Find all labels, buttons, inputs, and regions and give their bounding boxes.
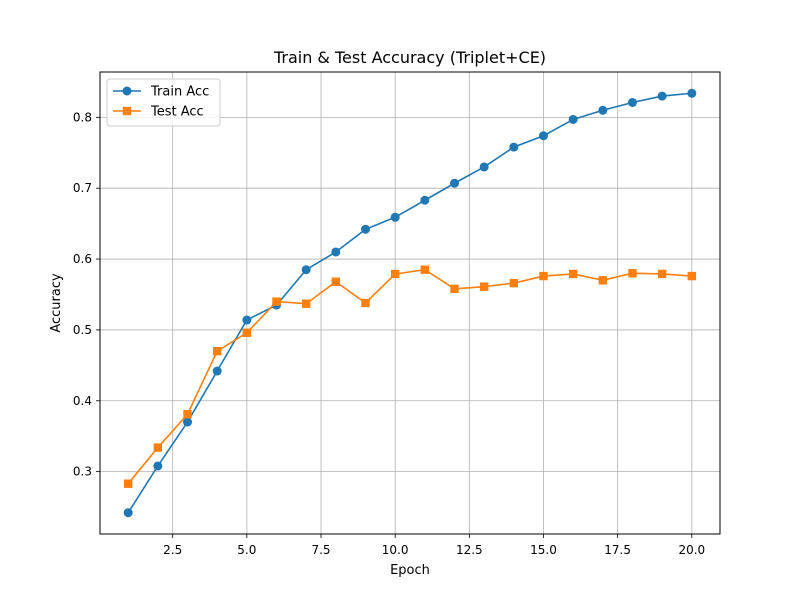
data-point-train-acc	[390, 212, 400, 222]
data-point-test-acc	[657, 269, 667, 279]
data-point-test-acc	[628, 269, 637, 278]
data-point-train-acc	[331, 247, 341, 257]
data-point-train-acc	[538, 131, 548, 141]
x-tick-label: 20.0	[678, 543, 705, 557]
data-point-train-acc	[301, 265, 311, 275]
x-axis-label: Epoch	[390, 563, 430, 578]
series-layer	[123, 88, 697, 518]
data-point-train-acc	[420, 195, 430, 205]
data-point-test-acc	[539, 271, 548, 281]
chart-title: Train & Test Accuracy (Triplet+CE)	[273, 48, 546, 67]
data-point-train-acc	[479, 162, 489, 172]
data-point-train-acc	[183, 417, 193, 427]
data-point-train-acc	[627, 97, 637, 107]
x-tick-label: 17.5	[604, 543, 631, 557]
y-tick-label: 0.4	[73, 394, 92, 408]
x-tick-label: 12.5	[456, 543, 483, 557]
legend: Train Acc Test Acc	[106, 78, 221, 127]
data-point-train-acc	[123, 508, 133, 518]
x-tick-label: 2.5	[163, 543, 182, 557]
series-line-train-acc	[127, 92, 692, 514]
data-point-test-acc	[390, 269, 400, 279]
data-point-test-acc	[420, 265, 430, 274]
data-point-train-acc	[361, 224, 371, 234]
y-tick-label: 0.3	[73, 465, 92, 479]
data-point-test-acc	[361, 298, 370, 308]
data-point-train-acc	[242, 315, 252, 325]
data-point-test-acc	[598, 276, 608, 285]
data-point-train-acc	[598, 105, 608, 115]
data-point-test-acc	[687, 271, 697, 281]
data-point-test-acc	[242, 328, 252, 337]
data-point-test-acc	[123, 479, 133, 488]
data-point-train-acc	[568, 114, 578, 124]
legend-label-train-acc: Train Acc	[150, 85, 209, 100]
y-tick-label: 0.6	[73, 252, 92, 266]
x-tick-label: 15.0	[530, 543, 557, 557]
data-point-test-acc	[479, 282, 489, 291]
y-axis-label: Accuracy	[49, 273, 64, 333]
data-point-test-acc	[331, 277, 341, 286]
plot-frame	[99, 71, 721, 535]
data-point-train-acc	[212, 366, 222, 376]
data-point-test-acc	[272, 297, 281, 306]
data-point-test-acc	[183, 410, 192, 419]
legend-marker-train-acc	[122, 86, 132, 96]
data-point-test-acc	[153, 443, 163, 452]
series-line-test-acc	[127, 268, 692, 485]
data-point-test-acc	[509, 278, 519, 288]
ticks: 2.5 5.0 7.5 10.0 12.5 15.0 17.5 20.0 0.3 0.4 0.5 0.…	[73, 110, 705, 557]
data-point-train-acc	[153, 461, 163, 471]
legend-label-test-acc: Test Acc	[150, 105, 204, 120]
legend-marker-test-acc	[122, 106, 132, 116]
grid	[100, 72, 720, 534]
data-point-train-acc	[687, 88, 697, 98]
x-tick-label: 5.0	[237, 543, 256, 557]
y-tick-label: 0.7	[73, 181, 92, 195]
data-point-test-acc	[301, 299, 311, 308]
data-point-test-acc	[568, 269, 578, 279]
y-tick-label: 0.8	[73, 110, 92, 124]
data-point-train-acc	[657, 91, 667, 101]
data-point-train-acc	[509, 142, 519, 152]
x-tick-label: 7.5	[311, 543, 330, 557]
data-point-test-acc	[450, 284, 459, 294]
x-tick-label: 10.0	[382, 543, 409, 557]
data-point-train-acc	[449, 178, 459, 188]
y-tick-label: 0.5	[73, 323, 92, 337]
data-point-test-acc	[212, 346, 222, 356]
